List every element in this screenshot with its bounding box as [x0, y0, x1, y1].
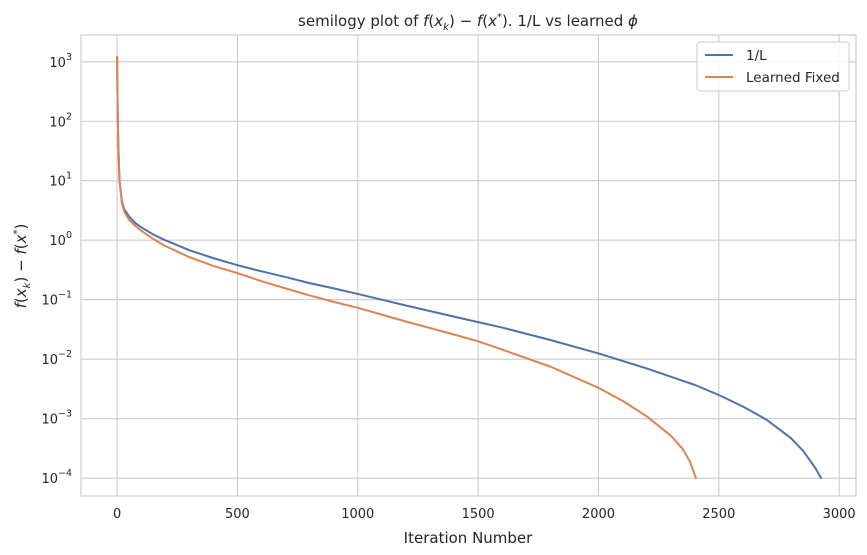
x-tick-label: 2500 — [702, 507, 735, 522]
x-tick-label: 1500 — [462, 507, 495, 522]
legend: 1/L Learned Fixed — [696, 41, 850, 92]
plot-frame — [80, 34, 857, 497]
y-axis-label: f(xk) − f(x*) — [12, 224, 33, 309]
y-tick-label: 100 — [49, 230, 72, 249]
series-line-1-l — [116, 56, 823, 480]
y-tick-label: 10−2 — [41, 349, 72, 368]
series-layer — [116, 56, 823, 480]
y-tick-label: 103 — [49, 52, 72, 71]
series-line-learned-fixed — [116, 56, 697, 480]
y-tick-label: 101 — [49, 171, 72, 190]
legend-label-learned-fixed: Learned Fixed — [746, 70, 840, 86]
x-axis-label: Iteration Number — [404, 529, 533, 547]
y-tick-label: 102 — [49, 111, 72, 130]
x-tick-label: 1000 — [341, 507, 374, 522]
x-tick-labels: 0 500 1000 1500 2000 2500 3000 — [113, 507, 856, 522]
y-tick-labels: 103 102 101 100 10−1 10−2 10−3 10−4 — [41, 52, 72, 487]
legend-label-1-l: 1/L — [746, 48, 767, 64]
x-tick-label: 0 — [113, 507, 121, 522]
x-tick-label: 500 — [225, 507, 250, 522]
grid — [81, 35, 856, 496]
y-tick-label: 10−3 — [41, 409, 72, 428]
legend-box — [696, 41, 850, 92]
x-tick-label: 2000 — [582, 507, 615, 522]
x-tick-label: 3000 — [823, 507, 856, 522]
y-tick-label: 10−1 — [41, 290, 72, 309]
y-tick-label: 10−4 — [41, 468, 72, 487]
chart-title: semilogy plot of f(xk) − f(x*). 1/L vs l… — [298, 12, 638, 33]
plot-area — [81, 35, 856, 496]
